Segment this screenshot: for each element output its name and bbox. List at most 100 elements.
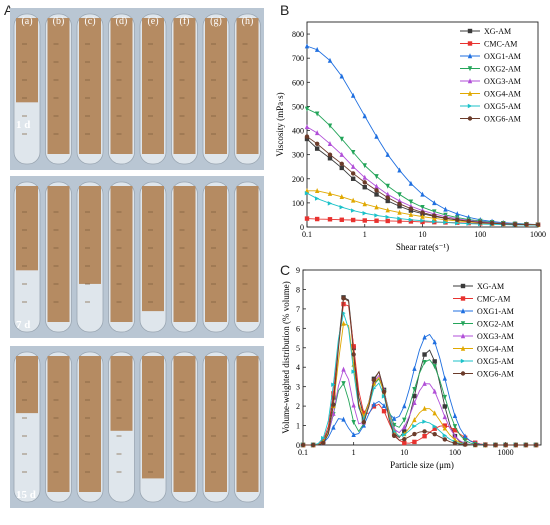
- data-point: [455, 220, 460, 226]
- data-point: [467, 66, 473, 72]
- data-point: [331, 382, 336, 387]
- day-label: 7 d: [16, 319, 30, 331]
- data-point: [460, 371, 466, 376]
- data-point: [304, 191, 310, 196]
- data-point: [350, 150, 356, 156]
- data-point: [467, 103, 473, 109]
- data-point: [503, 442, 508, 448]
- data-point: [402, 424, 407, 430]
- data-point: [442, 404, 448, 409]
- panel-c-letter: C: [280, 262, 291, 278]
- data-point: [420, 191, 425, 197]
- data-point: [422, 352, 427, 357]
- y-tick-label: 700: [292, 54, 304, 63]
- data-point: [460, 358, 466, 364]
- data-point: [420, 213, 425, 219]
- data-point: [374, 204, 379, 210]
- data-point: [310, 442, 316, 448]
- data-point: [402, 403, 407, 409]
- panel-b-letter: B: [280, 2, 290, 18]
- data-point: [381, 408, 387, 414]
- data-point: [339, 136, 344, 142]
- legend-label: OXG5-AM: [477, 357, 514, 366]
- data-point: [412, 439, 417, 445]
- data-point: [462, 442, 468, 447]
- data-point: [455, 217, 460, 222]
- data-point: [422, 334, 427, 340]
- data-point: [452, 413, 458, 419]
- data-point: [501, 221, 506, 227]
- y-tick-label: 0: [300, 223, 304, 232]
- data-point: [381, 389, 387, 394]
- data-point: [371, 401, 377, 407]
- data-point: [331, 402, 336, 407]
- data-point: [397, 198, 402, 204]
- data-point: [512, 222, 518, 227]
- data-point: [467, 116, 473, 121]
- series-line: [303, 368, 536, 446]
- data-point: [321, 435, 326, 441]
- data-point: [442, 425, 448, 431]
- data-point: [350, 208, 356, 213]
- data-point: [331, 410, 336, 416]
- y-tick-label: 5: [296, 344, 300, 353]
- data-point: [304, 43, 310, 49]
- y-tick-label: 7: [296, 305, 300, 314]
- data-point: [432, 215, 437, 221]
- data-point: [422, 360, 427, 366]
- legend-label: OXG2-AM: [484, 65, 521, 74]
- data-point: [339, 205, 344, 210]
- x-tick-label: 10: [400, 448, 408, 457]
- data-point: [432, 219, 437, 224]
- data-point: [314, 130, 320, 136]
- data-point: [473, 442, 478, 448]
- data-point: [339, 217, 344, 222]
- legend-label: OXG4-AM: [484, 90, 521, 99]
- data-point: [350, 171, 356, 176]
- tube-label: (d): [116, 16, 128, 27]
- data-point: [432, 388, 437, 394]
- series-oxg6-am: [304, 134, 541, 228]
- legend-item: OXG1-AM: [460, 52, 521, 61]
- data-point: [412, 365, 417, 371]
- data-point: [339, 161, 344, 167]
- data-point: [442, 437, 448, 442]
- data-point: [341, 301, 346, 307]
- y-tick-label: 6: [296, 324, 300, 333]
- data-point: [391, 415, 397, 421]
- tube-sediment: [173, 18, 196, 154]
- data-point: [422, 429, 427, 434]
- data-point: [467, 90, 473, 96]
- data-point: [331, 424, 336, 430]
- data-point: [304, 124, 310, 130]
- data-point: [513, 442, 518, 448]
- data-point: [533, 442, 539, 448]
- data-point: [385, 183, 390, 189]
- legend-label: OXG6-AM: [484, 115, 521, 124]
- data-point: [374, 192, 379, 197]
- data-point: [460, 296, 466, 301]
- legend-label: OXG1-AM: [477, 307, 514, 316]
- x-tick-label: 0.1: [302, 230, 312, 239]
- data-point: [412, 424, 417, 429]
- data-point: [314, 46, 320, 52]
- data-point: [432, 359, 437, 364]
- data-point: [374, 188, 379, 193]
- data-point: [432, 200, 437, 206]
- tube-sediment: [79, 18, 101, 154]
- data-point: [341, 381, 346, 387]
- data-point: [304, 216, 310, 221]
- data-point: [321, 440, 326, 446]
- data-point: [327, 123, 333, 129]
- y-tick-label: 4: [296, 363, 300, 372]
- x-tick-label: 1000: [530, 230, 546, 239]
- tube-sediment: [47, 356, 70, 492]
- data-point: [341, 295, 346, 301]
- legend-label: OXG4-AM: [477, 345, 514, 354]
- legend-label: OXG3-AM: [484, 77, 521, 86]
- tube-label: (h): [242, 16, 254, 27]
- tube-sediment: [142, 186, 164, 312]
- data-point: [466, 219, 471, 224]
- data-point: [402, 440, 407, 446]
- y-tick-label: 3: [296, 383, 300, 392]
